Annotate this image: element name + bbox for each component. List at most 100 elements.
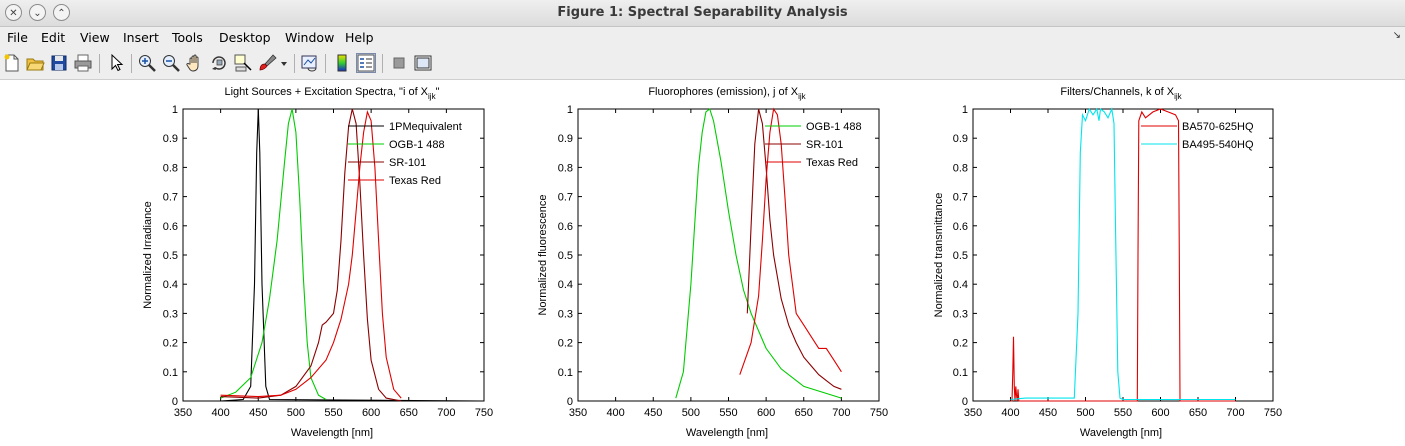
y-tick-label: 0.4 — [953, 279, 968, 291]
menu-edit[interactable]: Edit — [41, 30, 66, 45]
y-tick-label: 0.7 — [558, 192, 573, 204]
x-tick-label: 600 — [757, 407, 775, 419]
series-line-ba570-625hq — [1010, 108, 1236, 402]
legend-label: Texas Red — [806, 157, 858, 169]
dock-arrow-icon[interactable]: ↘ — [1392, 30, 1401, 41]
plot-3: Filters/Channels, k of Xijk Wavelength [… — [933, 86, 1282, 439]
y-tick-label: 0.5 — [953, 250, 968, 262]
plot-1-legend: 1PMequivalent OGB-1 488 SR-101 Texas Red — [348, 121, 462, 187]
menu-desktop[interactable]: Desktop — [219, 30, 271, 45]
menu-file[interactable]: File — [7, 30, 28, 45]
menu-tools[interactable]: Tools — [172, 30, 203, 45]
print-figure-icon[interactable] — [73, 53, 93, 73]
save-figure-icon[interactable] — [49, 53, 69, 73]
x-tick-label: 700 — [437, 407, 455, 419]
brush-dropdown-icon[interactable] — [279, 53, 289, 73]
y-tick-label: 0 — [172, 396, 178, 408]
x-tick-label: 750 — [1264, 407, 1282, 419]
series-line-texas-red — [220, 109, 402, 399]
series-line-ogb-1-488 — [220, 108, 327, 400]
edit-plot-arrow-icon[interactable] — [106, 53, 126, 73]
y-tick-label: 0.3 — [163, 308, 178, 320]
insert-colorbar-icon[interactable] — [332, 53, 352, 73]
series-line-1pmequivalent — [220, 108, 485, 402]
x-tick-label: 600 — [1151, 407, 1169, 419]
y-tick-label: 0.8 — [953, 162, 968, 174]
x-tick-label: 550 — [324, 407, 342, 419]
menu-view[interactable]: View — [80, 30, 110, 45]
y-tick-label: 0.6 — [163, 221, 178, 233]
y-tick-label: 0 — [567, 396, 573, 408]
legend-label: OGB-1 488 — [806, 121, 862, 133]
zoom-out-icon[interactable] — [161, 53, 181, 73]
y-tick-label: 1 — [962, 104, 968, 116]
menu-bar: File Edit View Insert Tools Desktop Wind… — [0, 27, 1405, 49]
y-tick-label: 0.1 — [953, 367, 968, 379]
legend-label: 1PMequivalent — [389, 121, 462, 133]
show-plot-tools-icon[interactable] — [413, 53, 433, 73]
plot-3-title-sub: ijk — [1174, 92, 1183, 101]
plot-2-title: Fluorophores (emission), j of Xijk — [648, 86, 806, 101]
y-tick-label: 0.6 — [558, 221, 573, 233]
open-file-icon[interactable] — [25, 53, 45, 73]
plot-2-frame — [577, 108, 880, 402]
menu-insert[interactable]: Insert — [123, 30, 159, 45]
y-tick-label: 0.1 — [163, 367, 178, 379]
plot-3-xlabel: Wavelength [nm] — [1080, 427, 1162, 439]
series-line-texas-red — [739, 107, 842, 375]
x-tick-label: 650 — [400, 407, 418, 419]
plot-1-title: Light Sources + Excitation Spectra, "i o… — [224, 86, 439, 101]
toolbar — [0, 49, 1405, 80]
zoom-in-icon[interactable] — [137, 53, 157, 73]
x-tick-label: 400 — [606, 407, 624, 419]
y-tick-label: 1 — [567, 104, 573, 116]
y-tick-label: 0.4 — [558, 279, 573, 291]
plot-3-frame — [972, 108, 1274, 402]
plot-2: Fluorophores (emission), j of Xijk Wavel… — [537, 86, 888, 439]
legend-label: BA570-625HQ — [1182, 121, 1254, 133]
x-tick-label: 400 — [1001, 407, 1019, 419]
title-bar: ✕ ⌄ ⌃ Figure 1: Spectral Separability An… — [0, 0, 1405, 27]
x-tick-label: 750 — [870, 407, 888, 419]
menu-window[interactable]: Window — [285, 30, 335, 45]
pan-hand-icon[interactable] — [185, 53, 205, 73]
menu-help[interactable]: Help — [345, 30, 374, 45]
y-tick-label: 0.7 — [953, 192, 968, 204]
maximize-icon[interactable]: ⌃ — [53, 4, 70, 21]
y-tick-label: 0.9 — [163, 133, 178, 145]
y-tick-label: 0.1 — [558, 367, 573, 379]
y-tick-label: 0 — [962, 396, 968, 408]
x-tick-label: 400 — [211, 407, 229, 419]
y-tick-label: 0.9 — [953, 133, 968, 145]
x-tick-label: 700 — [832, 407, 850, 419]
plot-1-frame — [182, 108, 485, 402]
hide-plot-tools-icon[interactable] — [389, 53, 409, 73]
link-plot-icon[interactable] — [300, 53, 320, 73]
legend-label: SR-101 — [806, 139, 843, 151]
x-tick-label: 350 — [569, 407, 587, 419]
close-icon[interactable]: ✕ — [5, 4, 22, 21]
insert-legend-icon[interactable] — [356, 53, 376, 73]
rotate-3d-icon[interactable] — [209, 53, 229, 73]
y-tick-label: 0.6 — [953, 221, 968, 233]
y-tick-label: 0.8 — [558, 162, 573, 174]
series-line-ogb-1-488 — [675, 108, 842, 399]
x-tick-label: 650 — [795, 407, 813, 419]
plot-2-ylabel: Normalized fluorescence — [537, 194, 549, 315]
new-figure-icon[interactable] — [2, 53, 22, 73]
brush-icon[interactable] — [257, 53, 277, 73]
minimize-icon[interactable]: ⌄ — [29, 4, 46, 21]
plot-2-legend: OGB-1 488 SR-101 Texas Red — [765, 121, 862, 169]
plot-3-ylabel: Normalized transmittance — [933, 193, 945, 318]
x-tick-label: 550 — [719, 407, 737, 419]
plot-2-xlabel: Wavelength [nm] — [686, 427, 768, 439]
x-tick-label: 550 — [1114, 407, 1132, 419]
series-line-sr-101 — [220, 108, 402, 402]
plot-1: Light Sources + Excitation Spectra, "i o… — [142, 86, 493, 439]
plot-3-title: Filters/Channels, k of Xijk — [1060, 86, 1182, 101]
legend-label: OGB-1 488 — [389, 139, 445, 151]
y-tick-label: 0.3 — [558, 308, 573, 320]
data-cursor-icon[interactable] — [233, 53, 253, 73]
y-tick-label: 0.5 — [558, 250, 573, 262]
x-tick-label: 650 — [1189, 407, 1207, 419]
